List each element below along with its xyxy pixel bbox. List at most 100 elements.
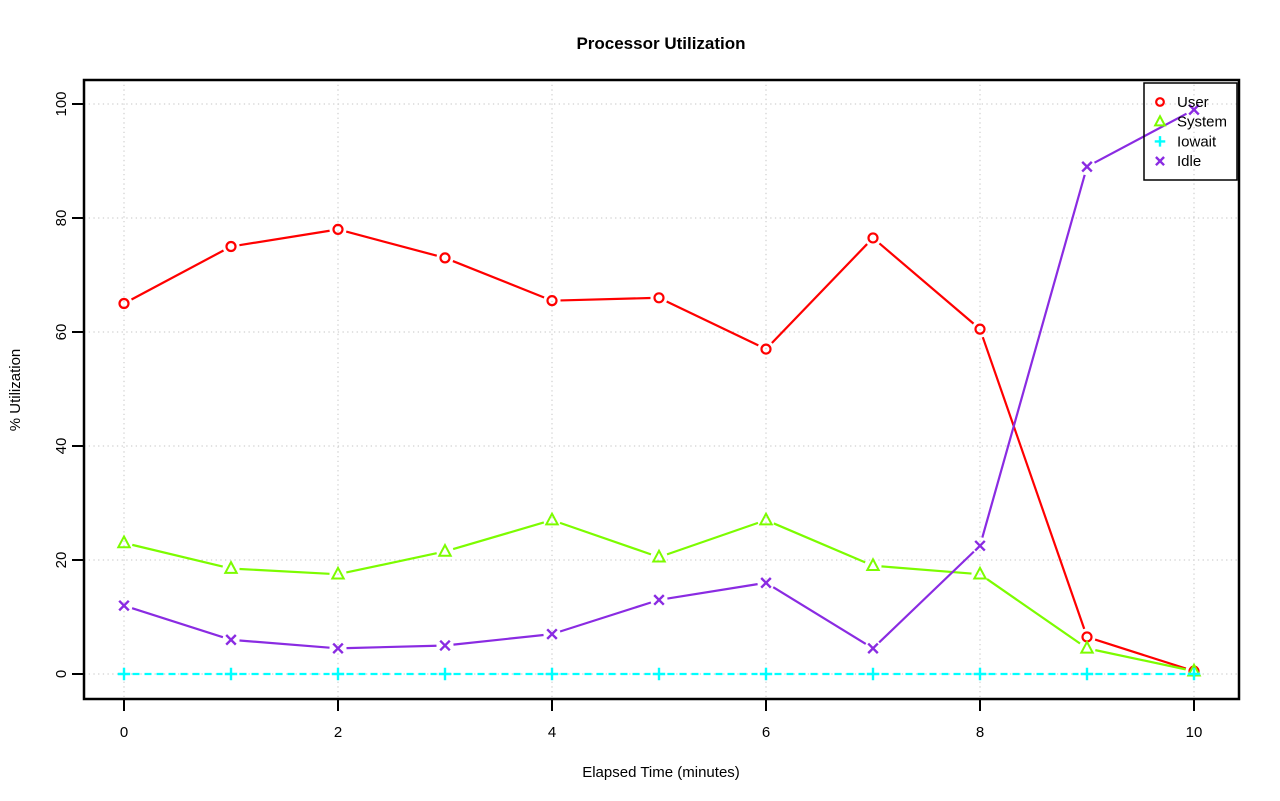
- series-line-idle: [559, 601, 652, 633]
- series-line-idle: [346, 644, 437, 650]
- series-line-user: [981, 336, 1086, 630]
- series-line-system: [1095, 649, 1186, 671]
- marker-system: [437, 542, 453, 557]
- series-line-user: [130, 249, 225, 301]
- marker-system: [651, 548, 667, 563]
- marker-user: [332, 223, 344, 235]
- series-line-system: [881, 565, 972, 575]
- series-line-idle: [981, 174, 1086, 538]
- series-line-user: [452, 260, 545, 299]
- series-line-system: [239, 567, 330, 575]
- series-line-system: [132, 543, 223, 568]
- marker-idle: [1081, 161, 1093, 173]
- marker-user: [653, 292, 665, 304]
- marker-user: [974, 323, 986, 335]
- series-user: [118, 223, 1200, 677]
- x-tick-label: 2: [334, 724, 342, 741]
- marker-iowait: [438, 667, 452, 681]
- marker-idle: [974, 540, 986, 552]
- legend-label: Idle: [1177, 153, 1201, 170]
- marker-iowait: [545, 667, 559, 681]
- legend-marker-iowait-icon: [1154, 136, 1166, 147]
- series-line-idle: [453, 633, 544, 646]
- series-idle: [118, 104, 1200, 654]
- marker-user: [546, 295, 558, 307]
- legend-marker-system-icon: [1153, 114, 1167, 127]
- legend-label: System: [1177, 114, 1227, 131]
- series-line-user: [345, 230, 438, 257]
- series-line-idle: [667, 583, 758, 600]
- marker-idle: [225, 634, 237, 646]
- series-layer: [116, 104, 1202, 681]
- marker-iowait: [117, 667, 131, 681]
- legend-label: User: [1177, 94, 1209, 111]
- marker-iowait: [1080, 667, 1094, 681]
- x-tick-label: 6: [762, 724, 770, 741]
- marker-idle: [653, 594, 665, 606]
- y-tick-label: 40: [53, 438, 70, 455]
- x-tick-label: 10: [1186, 724, 1203, 741]
- series-iowait: [117, 667, 1201, 681]
- y-tick-label: 0: [53, 670, 70, 678]
- series-line-idle: [131, 607, 224, 639]
- y-axis-label: % Utilization: [7, 349, 24, 432]
- marker-iowait: [973, 667, 987, 681]
- marker-idle: [439, 639, 451, 652]
- series-line-system: [346, 552, 437, 574]
- marker-user: [867, 232, 879, 244]
- series-line-user: [560, 296, 651, 302]
- series-line-system: [773, 522, 866, 564]
- marker-system: [223, 560, 239, 574]
- series-line-user: [239, 229, 330, 247]
- marker-idle: [867, 642, 879, 654]
- marker-system: [758, 511, 774, 526]
- marker-user: [760, 343, 772, 355]
- series-line-system: [559, 521, 652, 556]
- series-line-system: [986, 578, 1081, 645]
- marker-system: [544, 511, 560, 526]
- y-tick-label: 80: [53, 210, 70, 227]
- marker-user: [225, 240, 237, 253]
- legend-marker-user-icon: [1155, 97, 1165, 107]
- marker-idle: [332, 642, 344, 654]
- marker-iowait: [1187, 667, 1201, 681]
- x-tick-label: 8: [976, 724, 984, 741]
- marker-system: [1079, 639, 1095, 654]
- marker-iowait: [652, 667, 666, 681]
- legend-box: [1143, 82, 1238, 181]
- series-line-user: [1094, 638, 1187, 670]
- y-tick-label: 20: [53, 552, 70, 569]
- series-line-idle: [878, 550, 975, 644]
- x-tick-label: 4: [548, 724, 556, 741]
- marker-system: [972, 565, 988, 580]
- marker-idle: [118, 599, 130, 612]
- series-line-system: [666, 521, 759, 556]
- marker-iowait: [331, 667, 345, 681]
- marker-iowait: [224, 667, 238, 681]
- series-line-user: [878, 242, 975, 325]
- plot-border: [82, 78, 1241, 701]
- marker-iowait: [759, 667, 773, 681]
- marker-system: [116, 534, 132, 549]
- y-tick-label: 100: [53, 91, 70, 116]
- legend: User System Iowait Idle: [1143, 82, 1238, 181]
- marker-idle: [546, 628, 558, 640]
- chart-title: Processor Utilization: [576, 34, 745, 53]
- grid-layer: [84, 80, 1239, 699]
- marker-iowait: [866, 667, 880, 681]
- series-line-user: [771, 243, 868, 344]
- marker-idle: [1188, 104, 1200, 116]
- marker-system: [865, 557, 881, 571]
- x-axis-label: Elapsed Time (minutes): [582, 764, 740, 781]
- series-line-idle: [772, 586, 867, 645]
- y-tick-label: 60: [53, 324, 70, 341]
- series-system: [116, 511, 1202, 677]
- series-line-user: [666, 300, 759, 347]
- legend-marker-idle-icon: [1155, 156, 1165, 167]
- series-line-idle: [239, 639, 330, 649]
- marker-user: [118, 297, 130, 310]
- x-tick-label: 0: [120, 724, 128, 741]
